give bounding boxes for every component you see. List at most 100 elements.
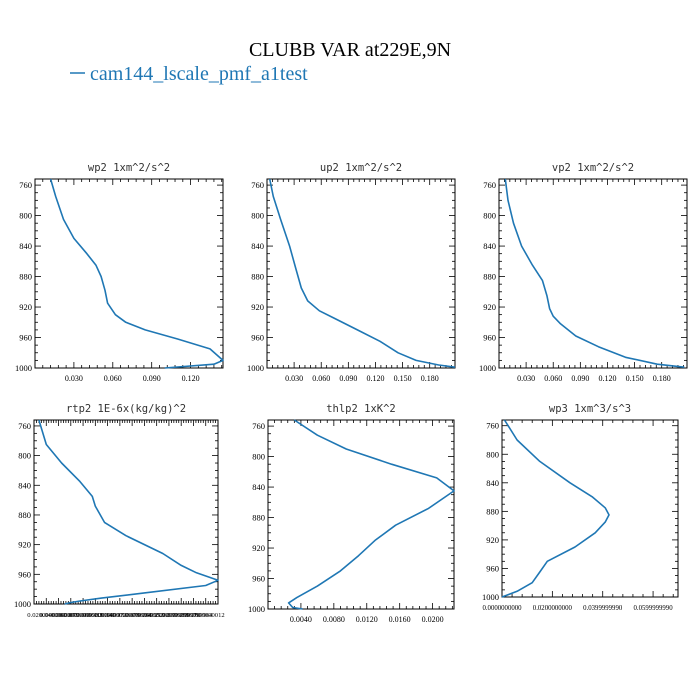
y-tick-label: 880	[486, 506, 499, 516]
x-tick-label: 0.1000000000	[76, 612, 115, 619]
x-tick-label: 0.0040	[290, 615, 312, 624]
x-tick-label: 0.0599999990	[634, 605, 674, 612]
y-tick-label: 800	[483, 211, 496, 221]
x-tick-label: 0.180	[421, 374, 439, 383]
plot-frame	[498, 178, 688, 369]
plot-frame	[266, 178, 456, 369]
y-tick-label: 1000	[479, 363, 496, 373]
panel-grid: wp2 1xm^2/s^2 760 800 840 880 920 960 1000 0.030…	[14, 162, 688, 624]
y-tick-label: 760	[19, 180, 32, 190]
y-tick-label: 800	[251, 211, 264, 221]
y-tick-label: 760	[252, 421, 265, 431]
legend: cam144_lscale_pmf_a1test	[70, 63, 308, 85]
plot-frame	[33, 419, 219, 605]
y-tick-label: 920	[18, 540, 31, 550]
x-tick-label: 0.120	[598, 374, 616, 383]
series-line	[49, 178, 224, 369]
legend-label: cam144_lscale_pmf_a1test	[90, 63, 308, 85]
y-tick-label: 1000	[15, 363, 32, 373]
x-tick-label: 0.1799999952	[125, 612, 163, 619]
panel-title: thlp2 1xK^2	[326, 403, 396, 415]
x-tick-label: 0.120	[366, 374, 384, 383]
y-tick-label: 960	[19, 333, 32, 343]
figure-title: CLUBB VAR at229E,9N	[249, 39, 451, 61]
y-tick-label: 760	[251, 180, 264, 190]
y-tick-label: 960	[251, 333, 264, 343]
panel-4: thlp2 1xK^2 760 800 840 880 920 960 1000 0.0040 0…	[248, 403, 455, 624]
x-tick-label: 0.060	[104, 374, 122, 383]
x-tick-label: 0.0399999990	[583, 605, 623, 612]
y-tick-label: 880	[19, 272, 32, 282]
panel-title: vp2 1xm^2/s^2	[552, 162, 634, 174]
x-tick-label: 0.0799999982	[64, 612, 102, 619]
y-tick-label: 840	[483, 241, 496, 251]
panel-3: rtp2 1E-6x(kg/kg)^2 760 800 840 880 920 960 100…	[14, 403, 225, 619]
x-tick-label: 0.180	[653, 374, 671, 383]
panel-title: wp2 1xm^2/s^2	[88, 162, 170, 174]
y-tick-label: 760	[18, 421, 31, 431]
y-tick-label: 920	[19, 302, 32, 312]
x-tick-label: 0.1599999964	[113, 612, 152, 619]
x-tick-label: 0.150	[394, 374, 412, 383]
y-tick-label: 840	[19, 241, 32, 251]
y-tick-label: 760	[483, 180, 496, 190]
y-tick-label: 1000	[247, 363, 264, 373]
y-tick-label: 800	[252, 452, 265, 462]
y-tick-label: 880	[483, 272, 496, 282]
x-tick-label: 0.0080	[323, 615, 345, 624]
panel-1: up2 1xm^2/s^2 760 800 840 880 920 960 1000 0.030…	[247, 162, 456, 383]
y-tick-label: 920	[483, 302, 496, 312]
y-tick-label: 920	[486, 535, 499, 545]
y-tick-label: 800	[19, 211, 32, 221]
x-tick-label: 0.2599999964	[175, 612, 214, 619]
panel-2: vp2 1xm^2/s^2 760 800 840 880 920 960 1000 0.030…	[479, 162, 688, 383]
x-tick-label: 0.0160	[389, 615, 411, 624]
x-tick-label: 0.2800000012	[187, 612, 225, 619]
panel-title: up2 1xm^2/s^2	[320, 162, 402, 174]
panel-title: wp3 1xm^3/s^3	[549, 403, 631, 415]
plot-frame	[501, 419, 679, 598]
x-tick-label: 0.030	[285, 374, 303, 383]
x-tick-label: 0.090	[571, 374, 589, 383]
x-tick-label: 0.1400000006	[101, 612, 140, 619]
y-tick-label: 960	[486, 563, 499, 573]
x-tick-label: 0.060	[312, 374, 330, 383]
plot-frame	[34, 178, 224, 369]
y-tick-label: 1000	[482, 592, 499, 602]
series-line	[287, 419, 455, 610]
x-tick-label: 0.030	[517, 374, 535, 383]
y-tick-label: 1000	[14, 599, 31, 609]
y-tick-label: 840	[251, 241, 264, 251]
x-tick-label: 0.090	[339, 374, 357, 383]
y-tick-label: 960	[18, 569, 31, 579]
x-tick-label: 0.0400000000	[40, 612, 79, 619]
series-line	[501, 419, 610, 598]
panel-title: rtp2 1E-6x(kg/kg)^2	[66, 403, 186, 415]
y-tick-label: 840	[486, 478, 499, 488]
y-tick-label: 880	[18, 510, 31, 520]
x-tick-label: 0.030	[65, 374, 83, 383]
y-tick-label: 960	[252, 574, 265, 584]
y-tick-label: 840	[252, 482, 265, 492]
panel-5: wp3 1xm^3/s^3 760 800 840 880 920 960 1000 0.000…	[482, 403, 679, 612]
series-line	[38, 419, 219, 605]
y-tick-label: 800	[486, 449, 499, 459]
y-tick-label: 960	[483, 333, 496, 343]
x-tick-label: 0.1199999973	[89, 612, 127, 619]
series-line	[268, 178, 456, 368]
y-tick-label: 880	[252, 513, 265, 523]
y-tick-label: 840	[18, 480, 31, 490]
x-tick-label: 0.0200000000	[533, 605, 573, 612]
y-tick-label: 760	[486, 421, 499, 431]
y-tick-label: 920	[251, 302, 264, 312]
y-tick-label: 1000	[248, 604, 265, 614]
panel-0: wp2 1xm^2/s^2 760 800 840 880 920 960 1000 0.030…	[15, 162, 224, 383]
x-tick-label: 0.0200000000	[27, 612, 66, 619]
x-tick-label: 0.0600000000	[52, 612, 91, 619]
x-tick-label: 0.2199999988	[150, 612, 189, 619]
y-tick-label: 920	[252, 543, 265, 553]
x-tick-label: 0.2000000000	[138, 612, 177, 619]
x-tick-label: 0.120	[182, 374, 200, 383]
plot-frame	[267, 419, 455, 610]
